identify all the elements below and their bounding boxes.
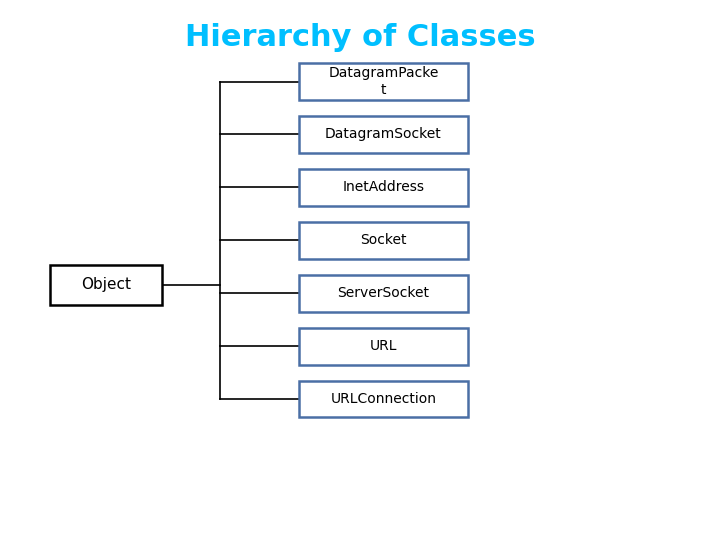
Text: DatagramSocket: DatagramSocket [325,127,442,141]
Text: Socket: Socket [360,233,407,247]
Text: URLConnection: URLConnection [330,392,436,406]
Text: URL: URL [369,339,397,353]
Text: InetAddress: InetAddress [343,180,424,194]
Text: Hierarchy of Classes: Hierarchy of Classes [185,23,535,52]
Text: Object: Object [81,278,131,292]
FancyBboxPatch shape [299,116,468,153]
FancyBboxPatch shape [50,265,162,305]
FancyBboxPatch shape [299,63,468,100]
FancyBboxPatch shape [299,381,468,417]
FancyBboxPatch shape [299,222,468,259]
FancyBboxPatch shape [299,328,468,364]
Text: DatagramPacke
t: DatagramPacke t [328,66,438,97]
FancyBboxPatch shape [299,169,468,206]
FancyBboxPatch shape [299,275,468,312]
Text: ServerSocket: ServerSocket [338,286,429,300]
